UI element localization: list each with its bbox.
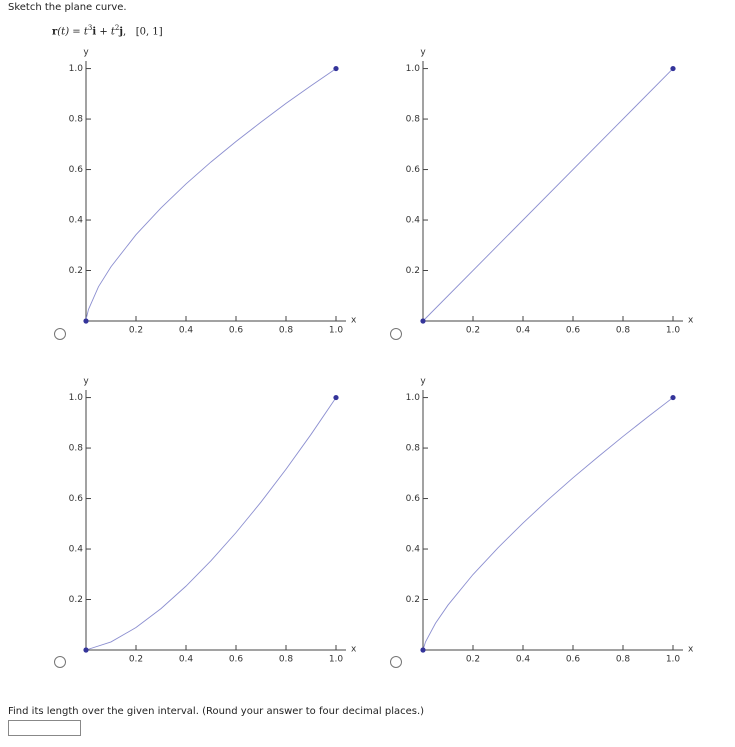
y-tick-label: 1.0 — [69, 64, 84, 74]
curve — [85, 68, 337, 322]
y-axis-label: y — [420, 377, 426, 387]
formula-part: i — [92, 26, 97, 38]
plot: 0.2 0.4 0.6 0.8 1.0 0.2 0.4 0.6 0.8 1.0 x y — [69, 48, 357, 336]
y-tick-label: 0.6 — [69, 165, 84, 175]
y-tick-label: 0.8 — [406, 115, 421, 125]
y-axis-label: y — [83, 48, 89, 58]
x-tick-label: 0.6 — [229, 326, 244, 336]
y-axis-label: y — [83, 377, 89, 387]
radio-option[interactable] — [54, 328, 66, 340]
x-tick-label: 1.0 — [329, 655, 344, 665]
formula-part: r — [52, 26, 58, 38]
x-tick-label: 0.4 — [516, 655, 531, 665]
y-tick-label: 0.4 — [69, 216, 84, 226]
x-tick-label: 0.2 — [466, 655, 480, 665]
endpoint — [83, 647, 89, 653]
x-tick-label: 0.6 — [566, 655, 581, 665]
y-tick-label: 0.4 — [406, 545, 421, 555]
y-tick-label: 0.6 — [69, 494, 84, 504]
x-tick-label: 0.6 — [566, 326, 581, 336]
endpoint — [333, 65, 339, 72]
radio-option[interactable] — [390, 656, 402, 668]
x-axis-label: x — [688, 645, 694, 655]
x-tick-label: 0.4 — [516, 326, 531, 336]
x-tick-label: 1.0 — [666, 655, 681, 665]
x-tick-label: 0.2 — [129, 655, 143, 665]
y-tick-label: 0.4 — [406, 216, 421, 226]
endpoint — [420, 647, 426, 653]
x-tick-label: 0.2 — [129, 326, 143, 336]
endpoint — [670, 65, 676, 72]
y-tick-label: 1.0 — [406, 393, 421, 403]
y-tick-label: 0.6 — [406, 165, 421, 175]
plot: 0.2 0.4 0.6 0.8 1.0 0.2 0.4 0.6 0.8 1.0 x y — [406, 377, 694, 665]
x-axis-label: x — [351, 645, 357, 655]
radio-option[interactable] — [54, 656, 66, 668]
x-tick-label: 1.0 — [329, 326, 344, 336]
formula-part: , — [123, 26, 127, 38]
answer-input[interactable] — [8, 720, 81, 736]
y-tick-label: 0.2 — [69, 595, 83, 605]
y-axis-label: y — [420, 48, 426, 58]
y-tick-label: 0.2 — [406, 595, 420, 605]
curve — [85, 397, 337, 651]
y-tick-label: 0.2 — [406, 266, 420, 276]
formula-part: + t — [96, 26, 115, 38]
x-tick-label: 0.8 — [616, 655, 631, 665]
x-tick-label: 0.6 — [229, 655, 244, 665]
x-tick-label: 0.8 — [279, 326, 294, 336]
x-tick-label: 0.4 — [179, 326, 194, 336]
x-tick-label: 1.0 — [666, 326, 681, 336]
formula-part: j — [119, 26, 123, 38]
curve — [422, 397, 674, 651]
prompt: Find its length over the given interval.… — [8, 706, 425, 717]
y-tick-label: 0.8 — [406, 444, 421, 454]
x-tick-label: 0.4 — [179, 655, 194, 665]
y-tick-label: 0.4 — [69, 545, 84, 555]
x-axis-label: x — [351, 316, 357, 326]
formula-part: [0, 1] — [135, 26, 163, 38]
endpoint — [83, 318, 89, 324]
plot: 0.2 0.4 0.6 0.8 1.0 0.2 0.4 0.6 0.8 1.0 x y — [69, 377, 357, 665]
y-tick-label: 0.8 — [69, 444, 84, 454]
y-tick-label: 0.2 — [69, 266, 83, 276]
y-tick-label: 0.8 — [69, 115, 84, 125]
x-axis-label: x — [688, 316, 694, 326]
curve — [422, 68, 674, 322]
x-tick-label: 0.2 — [466, 326, 480, 336]
y-tick-label: 1.0 — [406, 64, 421, 74]
formula: r(t) = t3i + t2j, [0, 1] — [52, 24, 163, 37]
endpoint — [420, 318, 426, 324]
formula-part: 3 — [87, 24, 93, 32]
x-tick-label: 0.8 — [279, 655, 294, 665]
endpoint — [333, 394, 339, 401]
instruction: Sketch the plane curve. — [8, 2, 127, 13]
x-tick-label: 0.8 — [616, 326, 631, 336]
radio-option[interactable] — [390, 328, 402, 340]
y-tick-label: 1.0 — [69, 393, 84, 403]
plot: 0.2 0.4 0.6 0.8 1.0 0.2 0.4 0.6 0.8 1.0 x y — [406, 48, 694, 336]
endpoint — [670, 394, 676, 401]
formula-part: (t) = t — [57, 26, 88, 38]
y-tick-label: 0.6 — [406, 494, 421, 504]
formula-part: 2 — [114, 24, 120, 32]
